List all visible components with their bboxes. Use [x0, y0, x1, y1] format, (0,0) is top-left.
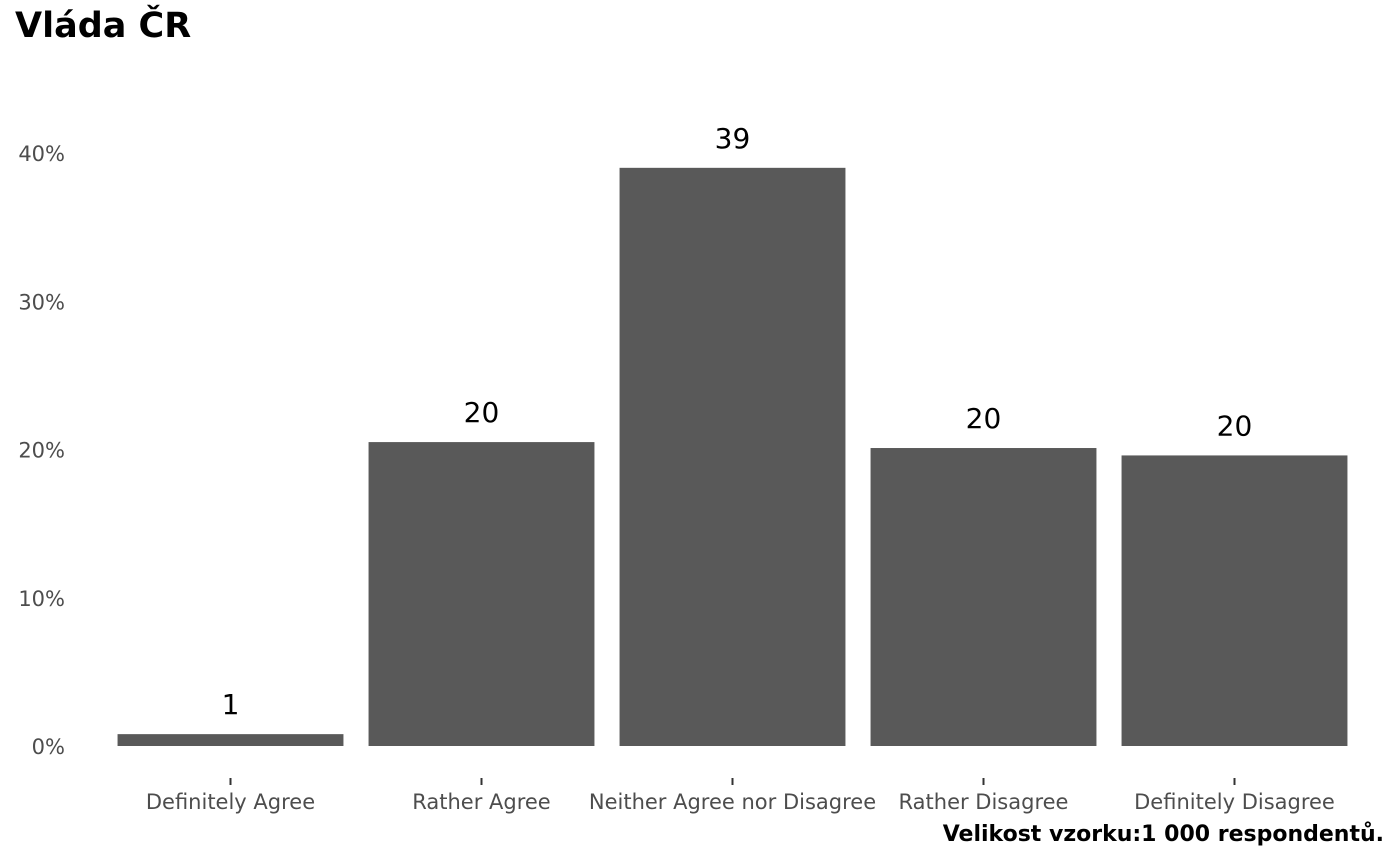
x-tick-label: Definitely Agree [146, 790, 315, 814]
x-tick-label: Neither Agree nor Disagree [589, 790, 876, 814]
x-tick-label: Rather Disagree [899, 790, 1069, 814]
bar [368, 442, 595, 746]
chart-title: Vláda ČR [15, 6, 192, 46]
data-label: 20 [966, 402, 1002, 435]
bar [870, 448, 1097, 746]
x-axis: Definitely Agree Rather Agree Neither Agre… [146, 778, 1335, 814]
data-label: 39 [715, 122, 751, 155]
data-label: 20 [464, 396, 500, 429]
bar [117, 734, 344, 746]
bars [117, 167, 1348, 746]
bar [1121, 455, 1348, 746]
chart-caption: Velikost vzorku:1 000 respondentů. [942, 822, 1384, 847]
data-labels: 1 20 39 20 20 [222, 122, 1253, 721]
y-tick-label: 20% [18, 439, 65, 463]
y-tick-label: 40% [18, 142, 65, 166]
y-tick-label: 30% [18, 290, 65, 314]
x-tick-label: Definitely Disagree [1134, 790, 1335, 814]
bar [619, 167, 846, 746]
y-tick-label: 10% [18, 587, 65, 611]
y-axis: 0% 10% 20% 30% 40% [18, 142, 65, 759]
data-label: 20 [1217, 409, 1253, 442]
x-tick-label: Rather Agree [412, 790, 550, 814]
data-label: 1 [222, 688, 240, 721]
y-tick-label: 0% [32, 735, 65, 759]
